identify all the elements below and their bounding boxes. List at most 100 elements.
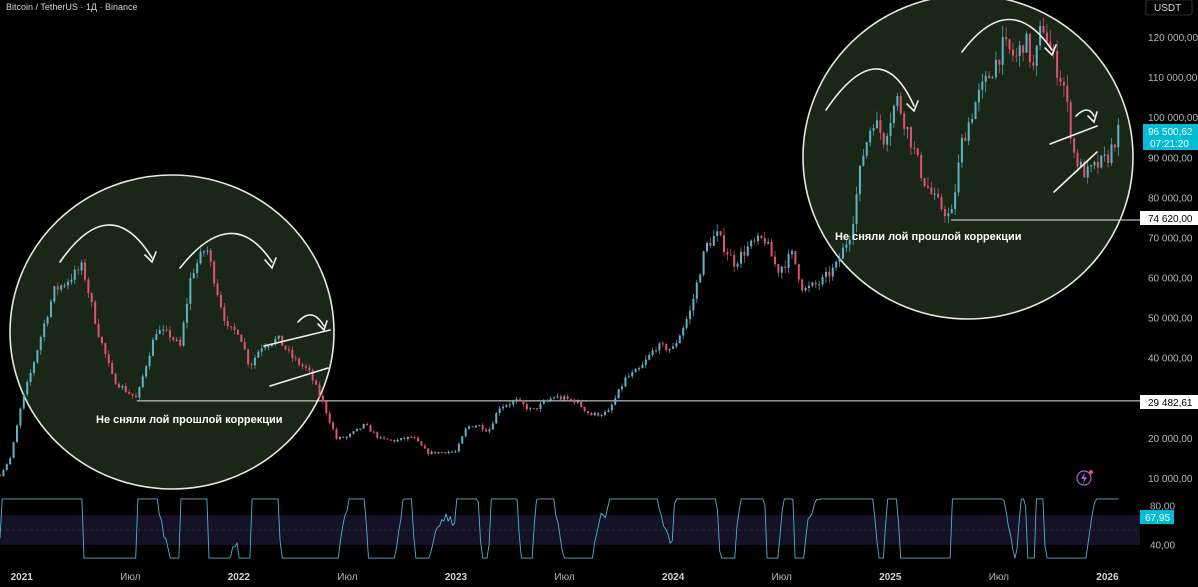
time-tick-label: 2024 [662,572,685,583]
candle [2,468,5,477]
candle [590,411,593,416]
candle [124,383,127,393]
candle [1008,38,1011,54]
candle [760,235,763,240]
left-channel-top [263,329,331,347]
candle [617,389,620,399]
candle-body [369,425,372,432]
candle [468,425,471,430]
candle [454,449,457,454]
candle-body [913,147,916,149]
candle [196,259,199,279]
candle-body [29,372,32,383]
candle-body [546,400,549,402]
candle-body [733,254,736,267]
candle-body [168,330,171,338]
candle [342,436,345,439]
candle [168,326,171,342]
candle [1011,42,1014,63]
candle [1045,23,1048,43]
left-highlight-circle [9,174,335,490]
candle-body [699,274,702,283]
candle-body [332,422,335,430]
candle [1083,159,1086,178]
price-axis[interactable]: 120 000,00 110 000,00 100 000,00 90 000,00 8… [1148,33,1198,551]
level-high-tag: 74 620,00 [1140,211,1198,225]
candle-body [685,319,688,328]
candle [308,364,311,375]
currency-badge[interactable]: USDT [1145,0,1193,16]
candle [417,436,420,442]
candle [406,436,409,442]
candle-body [485,429,488,432]
candle [1056,40,1059,86]
candle [182,320,185,347]
candle [121,384,124,390]
candle [542,398,545,405]
candle-body [233,326,236,330]
candle [281,335,284,346]
time-axis[interactable]: 2021 Июл 2022 Июл 2023 Июл 2024 Июл 2025 Июл 2026 [11,572,1119,583]
candle-body [345,436,348,438]
candle-body [505,405,508,407]
candle-body [1005,37,1008,40]
candle-body [1090,165,1093,167]
candle-body [743,251,746,256]
candle-body [1073,138,1076,153]
candle-body [967,122,970,141]
candle-body [196,263,199,274]
candle-body [22,394,25,409]
candle-body [182,322,185,346]
candle-body [206,250,209,252]
candle [1042,17,1045,34]
candle [807,281,810,293]
candle [1066,74,1069,112]
candle [763,231,766,247]
candle-body [668,348,671,351]
rsi-current-value: 67,95 [1145,513,1170,524]
candle [94,299,97,325]
candle [1025,31,1028,53]
candle-body [1117,124,1120,148]
candle [9,456,12,466]
candle [906,126,909,139]
candle-body [957,162,960,193]
candle-body [338,436,341,439]
candle-body [90,293,93,302]
candle-body [73,269,76,280]
candle [916,147,919,158]
candle-body [665,344,668,351]
candle [22,393,25,411]
candle-body [383,437,386,439]
candle-body [406,436,409,440]
candle [192,268,195,279]
right-arrowhead-1 [906,100,919,113]
candle-body [930,187,933,194]
lightning-icon[interactable] [1076,470,1093,486]
candle [828,265,831,283]
candle-body [739,251,742,264]
candle [553,395,556,400]
candle-body [529,408,532,410]
candle [505,403,508,408]
candle [206,246,209,256]
candle [440,451,443,454]
candle [988,71,991,79]
candle [396,438,399,443]
candle [600,413,603,418]
candle [19,407,22,429]
candle [185,298,188,329]
candle [753,237,756,245]
candle-body [709,243,712,246]
candle [587,410,590,415]
candle-body [1022,45,1025,53]
candle-body [83,262,86,280]
candle [573,398,576,405]
candle [875,111,878,129]
candle-body [923,178,926,186]
candle-body [430,451,433,455]
time-tick-label: Июл [772,572,792,583]
candle [366,422,369,426]
candle [1015,47,1018,63]
